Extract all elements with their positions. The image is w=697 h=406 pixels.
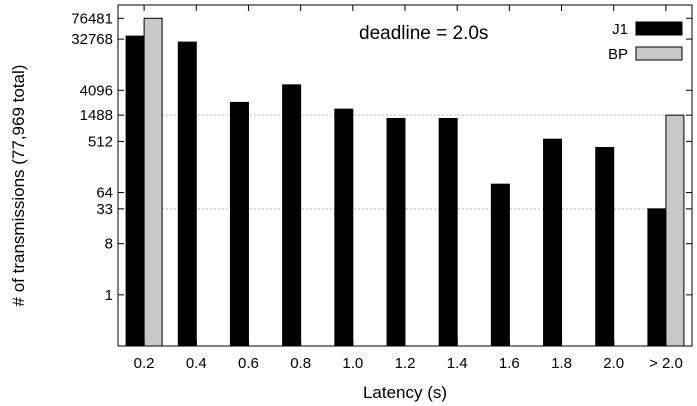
- deadline-annotation: deadline = 2.0s: [359, 23, 488, 44]
- bar-j1-4: [334, 108, 354, 347]
- y-tick-label-8: 76481: [71, 10, 113, 27]
- x-tick-label-0: 0.2: [134, 355, 155, 372]
- bar-j1-5: [386, 117, 406, 347]
- x-axis: 0.2 0.4 0.6 0.8 1.0 1.2 1.4 1.6 1.8 2.0 > 2.0: [134, 5, 683, 372]
- y-tick-label-5: 1488: [80, 107, 113, 124]
- bar-j1-0: [125, 35, 145, 347]
- y-axis-title: # of transmissions (77,969 total): [9, 65, 28, 307]
- bar-bp-0: [143, 17, 163, 347]
- y-tick-label-3: 64: [96, 185, 113, 202]
- x-tick-label-1: 0.4: [186, 355, 207, 372]
- y-tick-label-1: 8: [105, 236, 113, 253]
- bar-j1-8: [543, 138, 563, 347]
- legend-label-j1: J1: [612, 21, 628, 38]
- x-tick-label-10: > 2.0: [649, 355, 683, 372]
- bar-j1-2: [229, 101, 249, 347]
- y-tick-label-6: 4096: [80, 82, 113, 99]
- x-tick-label-3: 0.8: [290, 355, 311, 372]
- x-tick-label-5: 1.2: [395, 355, 416, 372]
- x-tick-label-7: 1.6: [499, 355, 520, 372]
- x-tick-label-2: 0.6: [238, 355, 259, 372]
- bar-j1-10: [647, 208, 667, 347]
- bar-bp-10: [665, 114, 685, 347]
- bars: [125, 17, 685, 347]
- y-tick-label-2: 33: [96, 201, 113, 218]
- bar-j1-1: [177, 41, 197, 347]
- bar-j1-6: [438, 117, 458, 347]
- y-tick-label-7: 32768: [71, 31, 113, 48]
- legend-label-bp: BP: [608, 46, 628, 63]
- x-tick-label-6: 1.4: [447, 355, 468, 372]
- y-tick-label-4: 512: [88, 133, 113, 150]
- y-tick-label-0: 1: [105, 287, 113, 304]
- bar-j1-3: [282, 84, 302, 347]
- bar-j1-7: [490, 183, 510, 347]
- legend: J1 BP: [608, 21, 683, 63]
- x-axis-title: Latency (s): [363, 383, 447, 402]
- legend-swatch-j1: [635, 21, 683, 36]
- bar-j1-9: [595, 146, 615, 347]
- x-tick-label-4: 1.0: [342, 355, 363, 372]
- x-tick-label-9: 2.0: [603, 355, 624, 372]
- legend-swatch-bp: [635, 46, 683, 61]
- x-tick-label-8: 1.8: [551, 355, 572, 372]
